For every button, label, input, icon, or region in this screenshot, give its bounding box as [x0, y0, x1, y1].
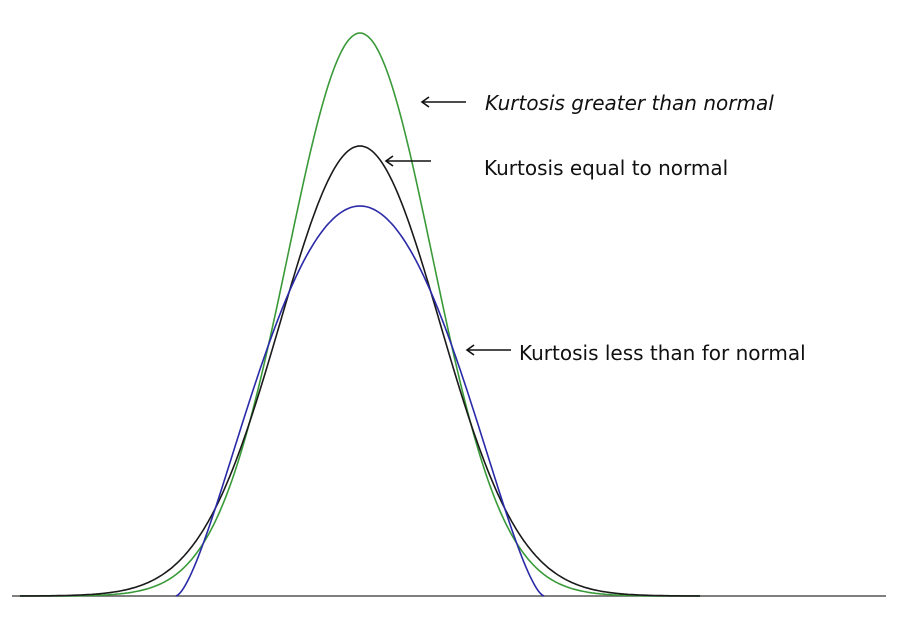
- platykurtic-curve: [175, 205, 545, 597]
- label-kurtosis-less: Kurtosis less than for normal: [519, 341, 806, 365]
- leptokurtic-curve: [20, 32, 700, 597]
- label-kurtosis-equal: Kurtosis equal to normal: [484, 156, 728, 180]
- arrow-less: [465, 344, 511, 356]
- label-kurtosis-greater: Kurtosis greater than normal: [485, 91, 774, 115]
- arrow-equal: [384, 155, 431, 167]
- mesokurtic-curve: [20, 145, 700, 597]
- arrow-greater: [420, 96, 466, 108]
